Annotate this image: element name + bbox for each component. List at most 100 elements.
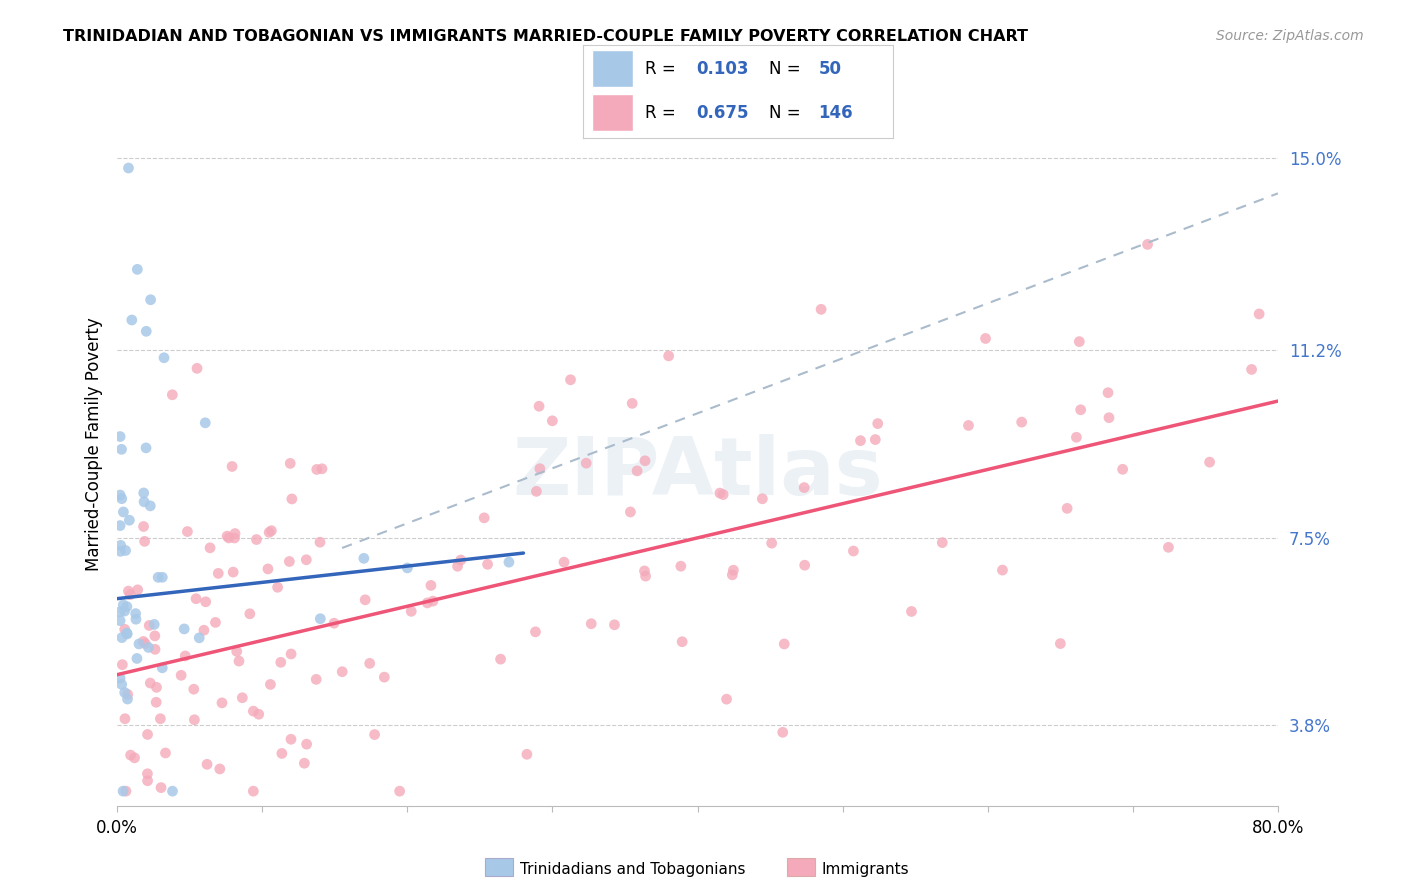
Point xyxy=(115,599,138,614)
Point xyxy=(450,553,472,567)
Point xyxy=(359,657,381,671)
Point xyxy=(1070,402,1092,417)
Point xyxy=(150,780,173,795)
Point xyxy=(363,728,385,742)
Point xyxy=(266,580,288,594)
Point xyxy=(1049,637,1071,651)
Point xyxy=(422,594,444,608)
Point xyxy=(222,565,245,579)
Point xyxy=(259,677,281,691)
Text: 0.103: 0.103 xyxy=(696,61,749,78)
Point xyxy=(773,637,796,651)
Point xyxy=(621,396,644,410)
Point xyxy=(184,591,207,606)
Point xyxy=(793,558,815,573)
Point xyxy=(150,570,173,584)
Point xyxy=(1136,237,1159,252)
Text: 50: 50 xyxy=(818,61,842,78)
Point xyxy=(125,612,148,626)
Point xyxy=(188,631,211,645)
Point xyxy=(1240,362,1263,376)
Point xyxy=(295,737,318,751)
Point xyxy=(270,656,292,670)
Point xyxy=(183,682,205,697)
Point xyxy=(114,604,136,618)
Point xyxy=(117,692,139,706)
Point xyxy=(143,629,166,643)
Point xyxy=(305,673,328,687)
Point xyxy=(217,529,239,543)
Point xyxy=(974,331,997,345)
Point xyxy=(112,598,135,612)
Point xyxy=(128,637,150,651)
Point xyxy=(239,607,262,621)
Point xyxy=(401,604,423,618)
Point xyxy=(634,454,657,468)
Point xyxy=(810,302,832,317)
Point xyxy=(127,262,149,277)
Point xyxy=(309,612,332,626)
Point xyxy=(115,784,138,798)
Text: ZIPAtlas: ZIPAtlas xyxy=(512,434,883,512)
Point xyxy=(111,491,134,506)
Point xyxy=(173,622,195,636)
Point xyxy=(396,561,419,575)
Point xyxy=(224,526,246,541)
Point xyxy=(245,533,267,547)
Point xyxy=(108,429,131,443)
Point xyxy=(280,732,302,747)
Point xyxy=(108,488,131,502)
Point xyxy=(257,525,280,540)
Point xyxy=(121,313,143,327)
Point xyxy=(280,647,302,661)
Bar xyxy=(593,95,633,131)
Point xyxy=(260,524,283,538)
Point xyxy=(1097,385,1119,400)
Point xyxy=(842,544,865,558)
Point xyxy=(281,491,304,506)
Point xyxy=(634,569,657,583)
Y-axis label: Married-Couple Family Poverty: Married-Couple Family Poverty xyxy=(86,318,103,571)
Point xyxy=(183,713,205,727)
Point xyxy=(138,618,160,632)
Point xyxy=(134,637,156,651)
Text: Trinidadians and Tobagonians: Trinidadians and Tobagonians xyxy=(520,863,745,877)
Point xyxy=(619,505,641,519)
Point xyxy=(143,617,166,632)
Point xyxy=(751,491,773,506)
Point xyxy=(198,541,221,555)
Point xyxy=(489,652,512,666)
Point xyxy=(145,681,167,695)
Point xyxy=(150,661,173,675)
Point xyxy=(416,596,439,610)
Point xyxy=(193,624,215,638)
Point xyxy=(388,784,411,798)
Point xyxy=(228,654,250,668)
Point xyxy=(207,566,229,581)
Point xyxy=(633,564,655,578)
Point xyxy=(111,631,134,645)
Point xyxy=(330,665,353,679)
Point xyxy=(108,614,131,628)
Point xyxy=(292,756,315,771)
Point xyxy=(149,712,172,726)
Point xyxy=(526,484,548,499)
Point xyxy=(709,486,731,500)
Point xyxy=(527,399,550,413)
Point xyxy=(1198,455,1220,469)
Point xyxy=(132,634,155,648)
Point xyxy=(108,605,131,619)
Point xyxy=(110,538,132,552)
Point xyxy=(516,747,538,762)
Point xyxy=(111,657,134,672)
Point xyxy=(309,535,332,549)
Point xyxy=(231,690,253,705)
Text: R =: R = xyxy=(645,61,682,78)
Point xyxy=(865,433,887,447)
Bar xyxy=(593,51,633,87)
Text: R =: R = xyxy=(645,104,682,122)
Point xyxy=(139,293,162,307)
Point xyxy=(721,567,744,582)
Point xyxy=(136,727,159,741)
Point xyxy=(1069,334,1091,349)
